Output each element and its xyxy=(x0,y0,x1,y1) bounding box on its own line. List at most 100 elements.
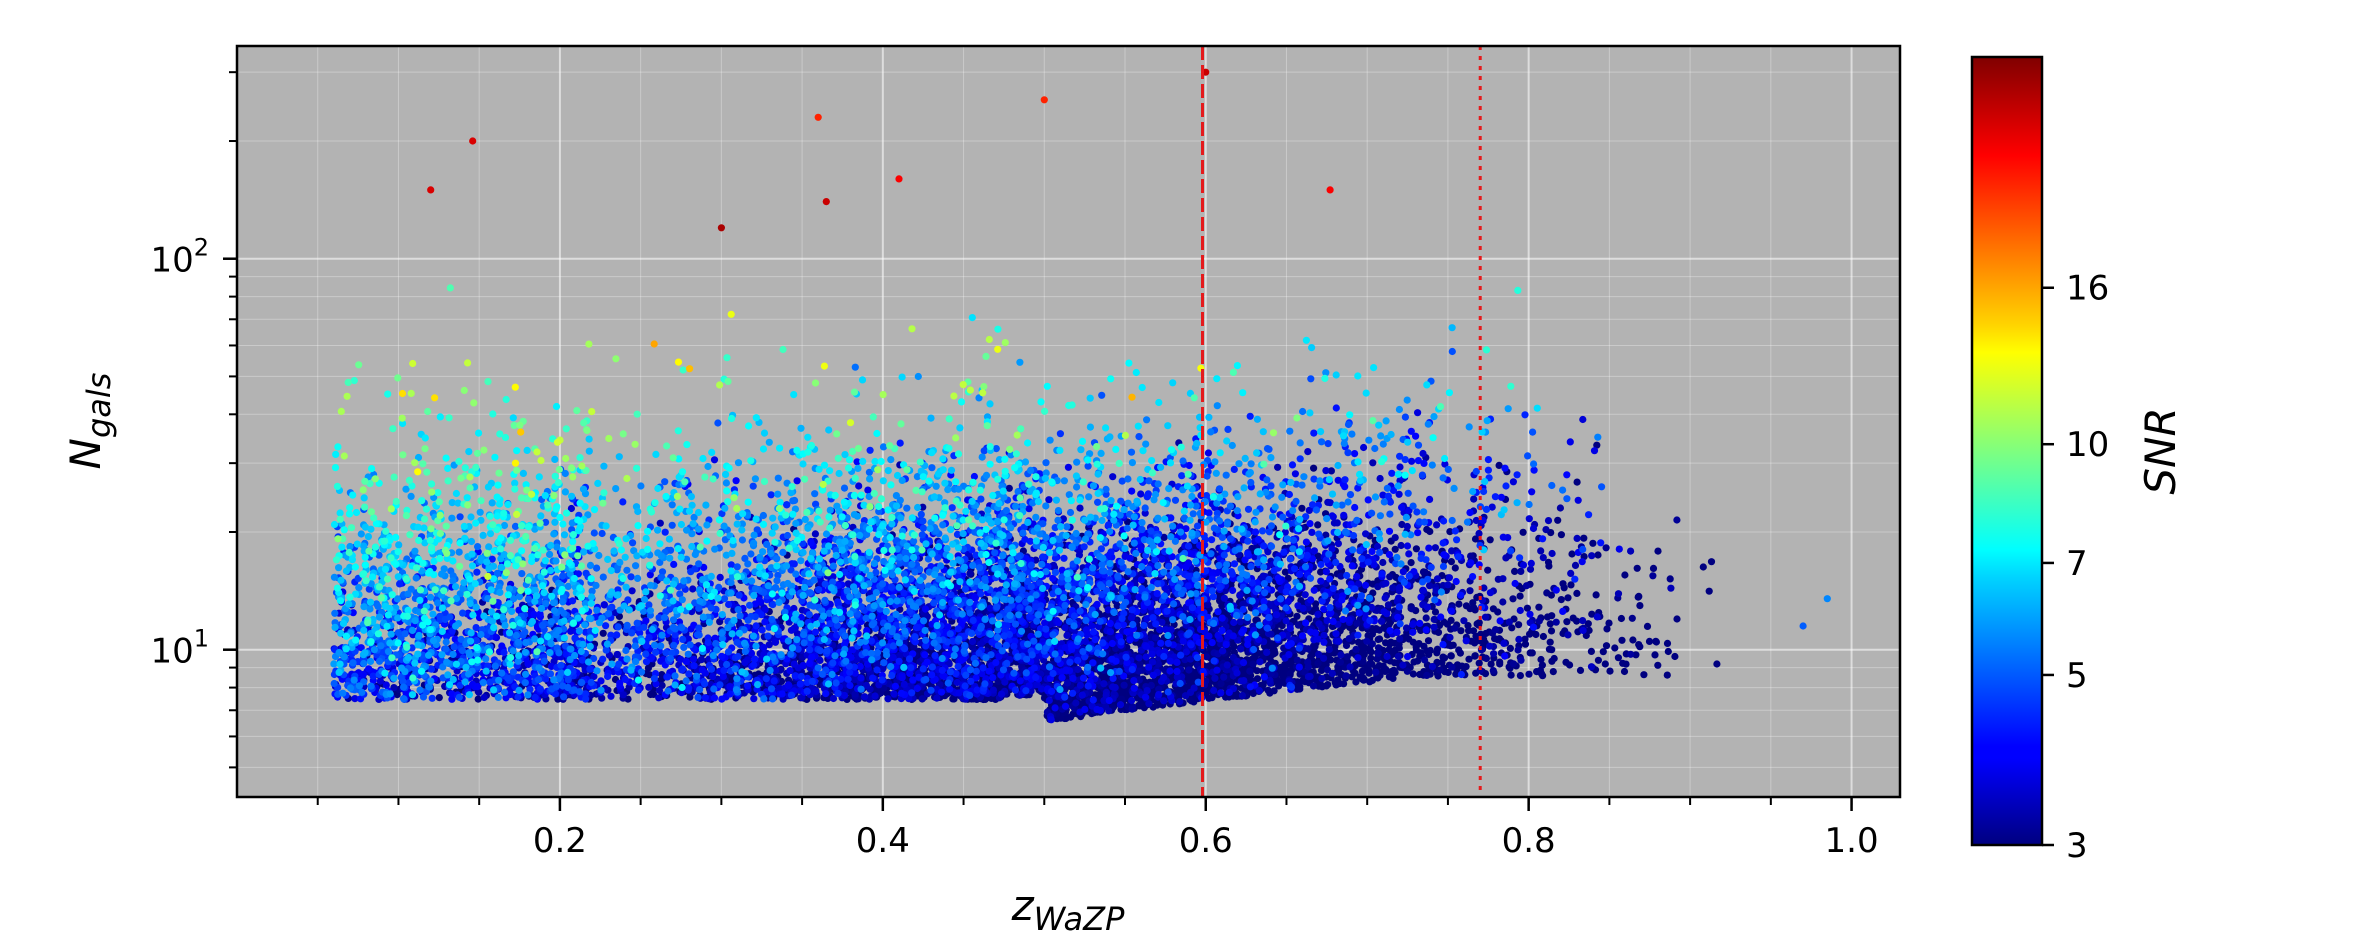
data-point xyxy=(1628,614,1636,622)
data-point xyxy=(1426,646,1434,655)
data-point xyxy=(1573,478,1581,486)
data-point xyxy=(1151,634,1160,642)
data-point xyxy=(655,694,663,702)
data-point xyxy=(1105,707,1113,715)
data-point xyxy=(1537,655,1545,664)
data-point xyxy=(1671,652,1679,661)
data-point xyxy=(1414,657,1422,665)
data-point xyxy=(1428,663,1437,671)
data-point xyxy=(1353,619,1361,628)
data-point xyxy=(1481,670,1490,678)
data-point xyxy=(1654,661,1662,669)
data-point xyxy=(1365,669,1373,677)
data-point xyxy=(1403,522,1411,531)
data-point xyxy=(1499,575,1507,583)
data-point xyxy=(1517,656,1525,664)
data-point xyxy=(1559,580,1567,588)
data-point xyxy=(1486,536,1494,544)
data-point xyxy=(1651,651,1659,659)
data-point xyxy=(1374,649,1382,657)
data-point xyxy=(1673,615,1681,623)
data-point xyxy=(1490,650,1498,658)
data-point xyxy=(1539,554,1547,562)
data-point xyxy=(1544,517,1553,525)
data-point xyxy=(1617,614,1625,623)
data-point xyxy=(1246,667,1254,675)
data-point xyxy=(1627,650,1635,658)
data-point xyxy=(1567,581,1575,589)
data-point xyxy=(1366,660,1374,668)
data-point xyxy=(1614,590,1623,598)
data-point xyxy=(656,519,664,527)
data-point xyxy=(1605,619,1613,627)
data-point xyxy=(1643,622,1652,631)
data-point xyxy=(1592,591,1600,599)
data-point xyxy=(1320,654,1328,662)
data-point xyxy=(1145,700,1153,708)
data-point xyxy=(1629,636,1637,644)
data-point xyxy=(1217,680,1225,688)
data-point xyxy=(1343,653,1351,661)
data-point xyxy=(1424,637,1433,645)
data-point xyxy=(1571,561,1580,570)
data-point xyxy=(1564,594,1572,602)
data-point xyxy=(1256,658,1264,666)
data-point xyxy=(1568,550,1576,558)
data-point xyxy=(1396,635,1404,643)
data-point xyxy=(1645,637,1654,646)
data-point xyxy=(1634,593,1642,601)
data-point xyxy=(1281,568,1289,576)
data-point xyxy=(1469,599,1477,607)
data-point xyxy=(1158,618,1166,626)
data-point xyxy=(1482,654,1490,663)
data-point xyxy=(1135,667,1143,675)
data-point xyxy=(1594,551,1602,559)
data-point xyxy=(628,587,636,595)
data-point xyxy=(474,695,482,703)
data-point xyxy=(1433,575,1441,583)
data-point xyxy=(1635,641,1643,649)
data-point xyxy=(1328,669,1336,678)
data-point xyxy=(1446,633,1454,642)
data-point xyxy=(1523,582,1531,590)
data-point xyxy=(1589,539,1597,547)
data-point xyxy=(884,695,892,703)
data-point xyxy=(1238,691,1246,700)
data-point xyxy=(1457,627,1465,635)
data-point xyxy=(1470,495,1478,503)
data-point xyxy=(1528,649,1536,657)
data-point xyxy=(1372,668,1380,676)
data-point xyxy=(1667,584,1675,592)
data-point xyxy=(1333,519,1341,527)
data-point xyxy=(1640,671,1648,679)
data-point xyxy=(1220,673,1228,681)
data-point xyxy=(1618,636,1626,644)
data-point xyxy=(1481,613,1490,621)
data-point xyxy=(1494,636,1502,644)
data-point xyxy=(1606,667,1614,675)
data-point xyxy=(1451,564,1459,572)
data-point xyxy=(1314,521,1322,529)
data-point xyxy=(1573,589,1581,598)
data-point xyxy=(1611,644,1619,652)
data-point xyxy=(1633,564,1641,572)
data-point xyxy=(1352,645,1360,654)
data-point xyxy=(1385,673,1393,681)
data-point xyxy=(1422,614,1430,622)
data-point xyxy=(1549,668,1557,676)
data-point xyxy=(1543,589,1551,597)
data-point xyxy=(1176,698,1184,706)
data-point xyxy=(1622,660,1630,668)
data-point xyxy=(1557,596,1565,604)
data-point xyxy=(1223,661,1231,669)
data-point xyxy=(1649,564,1658,573)
data-point xyxy=(1396,463,1404,471)
data-point xyxy=(1576,666,1585,675)
data-point xyxy=(1220,594,1228,602)
data-point xyxy=(1588,552,1596,560)
data-point xyxy=(645,683,653,691)
data-point xyxy=(1602,642,1611,650)
data-point xyxy=(1391,669,1399,677)
data-point xyxy=(1533,668,1541,676)
data-point xyxy=(1707,558,1716,566)
